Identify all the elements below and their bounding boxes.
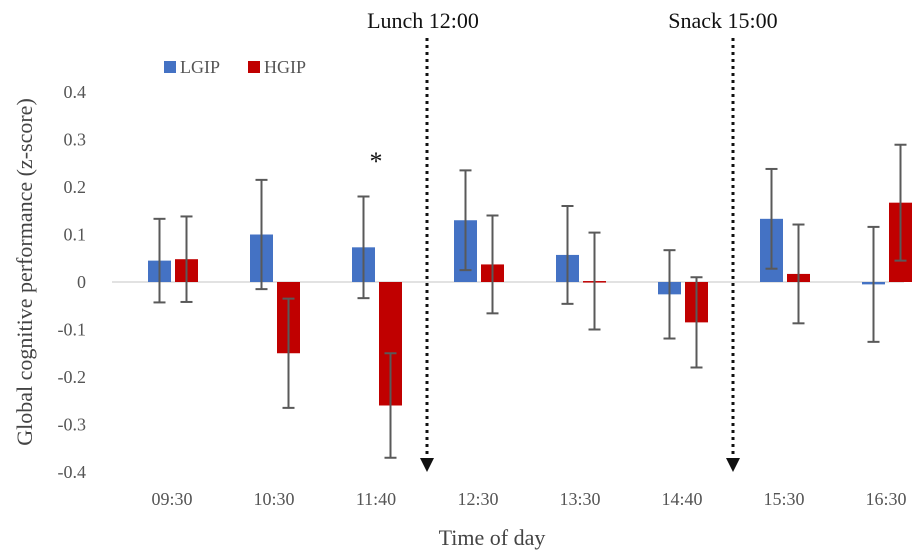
legend-swatch-lgip <box>164 61 176 73</box>
x-tick-label: 13:30 <box>559 489 600 509</box>
significance-marker: * <box>370 147 383 176</box>
x-tick-label: 11:40 <box>356 489 396 509</box>
x-tick-label: 15:30 <box>763 489 804 509</box>
bar-hgip <box>379 282 402 406</box>
y-tick-label: -0.2 <box>58 367 87 387</box>
plot-area: -0.4 -0.3 -0.2 -0.1 0 0.1 0.2 0.3 0.4 09:30 10:30 1… <box>58 38 912 509</box>
x-axis-title: Time of day <box>439 525 546 550</box>
x-tick-label: 10:30 <box>253 489 294 509</box>
y-tick-label: 0 <box>77 272 86 292</box>
x-tick-label: 14:40 <box>661 489 702 509</box>
y-tick-label: 0.3 <box>64 130 87 150</box>
legend-label-hgip: HGIP <box>264 57 306 77</box>
y-tick-label: -0.3 <box>58 415 87 435</box>
y-tick-label: 0.1 <box>64 225 87 245</box>
marker-arrowhead <box>726 458 740 472</box>
x-tick-label: 16:30 <box>865 489 906 509</box>
y-axis-title: Global cognitive performance (z-score) <box>12 98 37 446</box>
y-tick-label: -0.1 <box>58 320 87 340</box>
y-tick-label: 0.4 <box>64 82 87 102</box>
legend-label-lgip: LGIP <box>180 57 220 77</box>
x-tick-label: 09:30 <box>151 489 192 509</box>
y-axis-title-group: Global cognitive performance (z-score) <box>12 98 37 446</box>
annotation-lunch: Lunch 12:00 <box>367 8 479 33</box>
legend: LGIP HGIP <box>164 57 306 77</box>
y-tick-label: -0.4 <box>58 462 87 482</box>
x-tick-label: 12:30 <box>457 489 498 509</box>
y-tick-label: 0.2 <box>64 177 87 197</box>
marker-arrowhead <box>420 458 434 472</box>
legend-swatch-hgip <box>248 61 260 73</box>
annotation-snack: Snack 15:00 <box>668 8 777 33</box>
